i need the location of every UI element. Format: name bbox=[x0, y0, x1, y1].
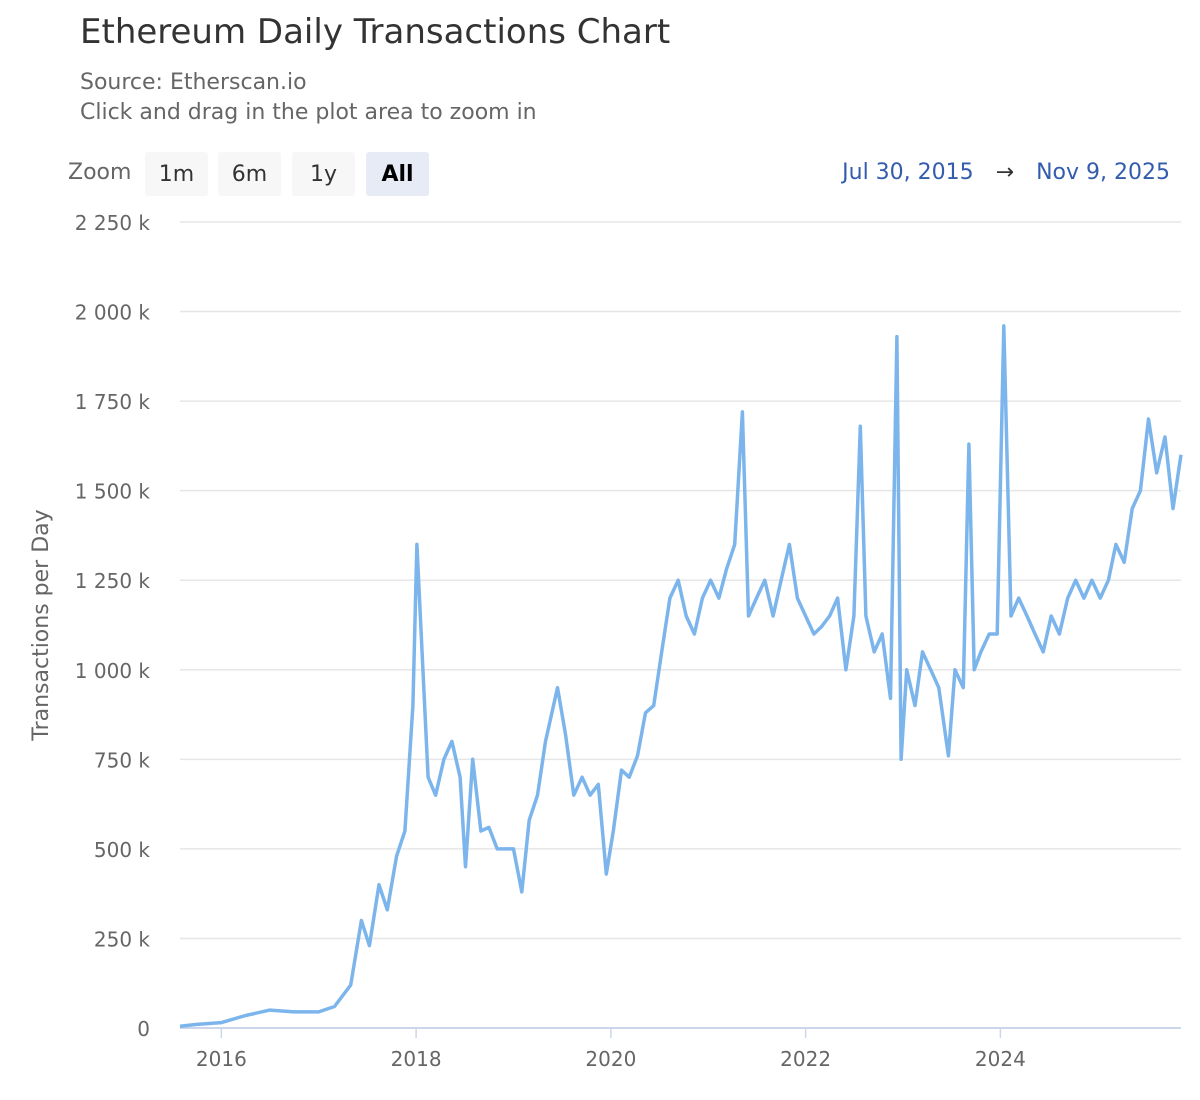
series-line bbox=[179, 324, 1183, 1028]
y-tick-label: 2 250 k bbox=[75, 211, 151, 235]
x-tick-label: 2022 bbox=[780, 1047, 831, 1071]
y-tick-label: 250 k bbox=[94, 927, 151, 951]
y-tick-label: 750 k bbox=[94, 748, 151, 772]
zoom-all-button[interactable]: All bbox=[366, 152, 429, 196]
y-tick-label: 1 750 k bbox=[75, 390, 151, 414]
y-tick-label: 0 bbox=[137, 1017, 150, 1041]
range-to-input[interactable]: Nov 9, 2025 bbox=[1036, 160, 1170, 185]
zoom-1y-button[interactable]: 1y bbox=[292, 152, 355, 196]
range-from-input[interactable]: Jul 30, 2015 bbox=[842, 160, 974, 185]
x-tick-label: 2024 bbox=[975, 1047, 1026, 1071]
y-axis-title: Transactions per Day bbox=[29, 509, 54, 741]
zoom-6m-button[interactable]: 6m bbox=[218, 152, 281, 196]
chart-source: Source: Etherscan.io bbox=[80, 70, 307, 95]
y-tick-label: 1 250 k bbox=[75, 569, 151, 593]
y-tick-label: 1 500 k bbox=[75, 480, 151, 504]
chart-hint: Click and drag in the plot area to zoom … bbox=[80, 100, 537, 125]
y-tick-label: 500 k bbox=[94, 838, 151, 862]
zoom-1m-button[interactable]: 1m bbox=[145, 152, 208, 196]
arrow-right-icon: → bbox=[995, 160, 1015, 185]
date-range: Jul 30, 2015 → Nov 9, 2025 bbox=[842, 160, 1170, 185]
y-tick-label: 1 000 k bbox=[75, 659, 151, 683]
x-tick-label: 2016 bbox=[196, 1047, 247, 1071]
zoom-label: Zoom bbox=[68, 160, 132, 185]
x-tick-label: 2018 bbox=[391, 1047, 442, 1071]
x-tick-label: 2020 bbox=[585, 1047, 636, 1071]
chart-title: Ethereum Daily Transactions Chart bbox=[80, 12, 671, 52]
y-tick-label: 2 000 k bbox=[75, 301, 151, 325]
